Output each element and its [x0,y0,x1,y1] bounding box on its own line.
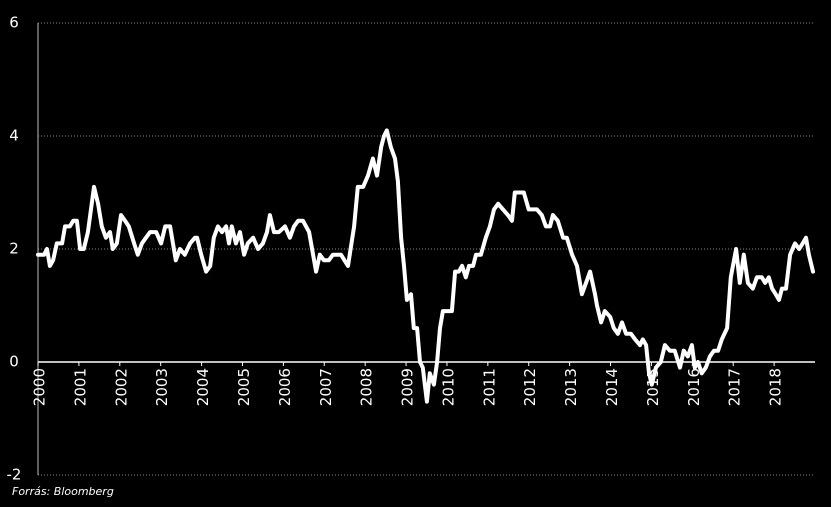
y-tick-label: 0 [9,353,19,371]
x-tick-label: 2010 [439,368,457,406]
source-note: Forrás: Bloomberg [12,485,114,498]
x-tick-label: 2000 [31,368,49,406]
x-tick-label: 2012 [521,368,539,406]
x-tick-label: 2016 [685,368,703,406]
x-tick-label: 2001 [71,368,89,406]
x-tick-label: 2017 [726,368,744,406]
y-tick-label: -2 [7,466,22,484]
y-tick-label: 4 [9,127,19,145]
x-tick-label: 2014 [603,368,621,406]
y-tick-label: 2 [9,240,19,258]
x-tick-label: 2018 [767,368,785,406]
x-tick-label: 2004 [194,368,212,406]
x-tick-label: 2011 [480,368,498,406]
x-tick-label: 2006 [276,368,294,406]
x-tick-label: 2007 [317,368,335,406]
x-tick-label: 2013 [562,368,580,406]
x-tick-label: 2009 [399,368,417,406]
y-tick-label: 6 [9,14,19,32]
x-tick-label: 2002 [112,368,130,406]
x-tick-label: 2005 [235,368,253,406]
x-tick-label: 2008 [358,368,376,406]
data-line [36,128,815,404]
x-tick-label: 2003 [153,368,171,406]
